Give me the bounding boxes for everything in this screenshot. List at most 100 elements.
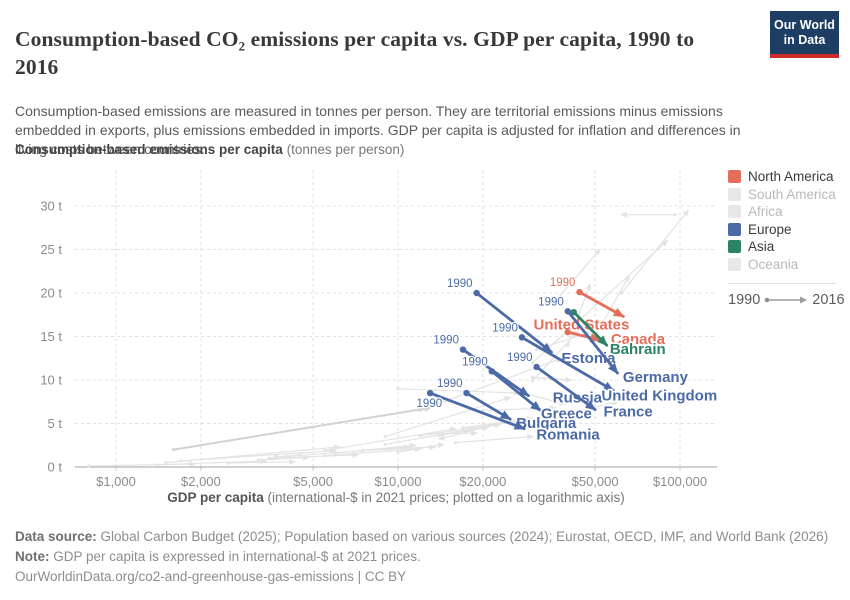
background-country-arrow[interactable] — [173, 405, 432, 451]
country-start-dot-bahrain[interactable] — [570, 308, 577, 316]
background-arrow-start-dot — [383, 434, 387, 439]
country-start-dot-estonia[interactable] — [473, 289, 480, 297]
tail-year-label-romania: 1990 — [417, 398, 443, 410]
country-arrow-russia[interactable] — [461, 348, 530, 398]
background-country-arrow[interactable] — [165, 444, 341, 464]
country-arrow-germany[interactable] — [566, 309, 619, 375]
country-arrow-france[interactable] — [535, 365, 597, 411]
country-arrow-canada[interactable] — [566, 330, 602, 343]
legend-item-oceania[interactable]: Oceania — [728, 256, 846, 274]
data-source-line: Data source: Global Carbon Budget (2025)… — [15, 527, 828, 547]
legend-item-europe[interactable]: Europe — [728, 221, 846, 239]
country-label-bahrain[interactable]: Bahrain — [608, 339, 667, 360]
y-axis-title-unit: (tonnes per person) — [286, 142, 405, 157]
country-label-canada[interactable]: Canada — [609, 329, 667, 350]
country-arrow-bahrain[interactable] — [572, 310, 609, 347]
country-start-dot-united-states[interactable] — [576, 288, 583, 296]
note-text: GDP per capita is expressed in internati… — [53, 549, 421, 564]
background-country-arrow[interactable] — [523, 392, 567, 406]
background-country-arrow[interactable] — [532, 239, 669, 364]
owid-logo-line2: in Data — [783, 33, 826, 47]
legend-item-south-america[interactable]: South America — [728, 186, 846, 204]
country-start-dot-greece[interactable] — [488, 368, 495, 375]
background-country-arrow[interactable] — [420, 418, 522, 437]
legend-item-north-america[interactable]: North America — [728, 168, 846, 186]
year-range-arrow-icon — [764, 296, 808, 304]
y-tick-label: 20 t — [40, 286, 62, 301]
y-tick-label: 10 t — [40, 373, 62, 388]
country-start-dot-russia[interactable] — [459, 346, 467, 353]
background-country-arrow[interactable] — [620, 209, 690, 294]
country-label-romania[interactable]: Romania — [535, 425, 603, 446]
country-start-dot-canada[interactable] — [564, 328, 571, 336]
background-country-arrow[interactable] — [397, 388, 522, 396]
background-arrow-start-dot — [534, 347, 539, 352]
y-tick-label: 15 t — [40, 329, 62, 344]
country-arrow-romania[interactable] — [428, 391, 526, 431]
country-label-germany[interactable]: Germany — [621, 367, 690, 388]
legend-item-africa[interactable]: Africa — [728, 203, 846, 221]
background-country-arrow[interactable] — [384, 396, 512, 438]
background-arrow-start-dot — [530, 375, 535, 379]
background-arrow-start-dot — [530, 361, 535, 365]
x-tick-label: $10,000 — [375, 474, 422, 489]
note-label: Note: — [15, 549, 50, 564]
background-country-arrow[interactable] — [324, 426, 458, 452]
country-label-bulgaria[interactable]: Bulgaria — [514, 413, 578, 434]
background-country-arrow[interactable] — [554, 248, 601, 303]
legend-rows: North America South America Africa Europe As… — [728, 168, 846, 273]
x-tick-label: $5,000 — [293, 474, 333, 489]
tail-year-label-germany: 1990 — [538, 296, 564, 308]
data-source-label: Data source: — [15, 529, 97, 544]
tail-year-label-france: 1990 — [507, 352, 533, 364]
year-range-end: 2016 — [812, 292, 845, 308]
country-arrow-estonia[interactable] — [475, 291, 553, 354]
background-country-arrow[interactable] — [335, 442, 417, 454]
background-country-arrow[interactable] — [228, 458, 297, 465]
country-arrow-united-states[interactable] — [578, 290, 625, 318]
country-arrow-greece[interactable] — [490, 369, 542, 412]
tail-year-label-estonia: 1990 — [447, 278, 473, 290]
x-tick-label: $2,000 — [181, 474, 221, 489]
country-start-dot-united-kingdom[interactable] — [518, 334, 526, 341]
x-tick-label: $1,000 — [96, 474, 136, 489]
background-country-arrow[interactable] — [88, 461, 197, 468]
chart-subtitle: Consumption-based emissions are measured… — [15, 103, 741, 158]
citation-link[interactable]: OurWorldinData.org/co2-and-greenhouse-ga… — [15, 569, 407, 584]
background-country-arrow[interactable] — [271, 453, 301, 460]
legend-item-label: South America — [748, 186, 836, 202]
legend-swatch-icon — [728, 222, 741, 236]
legend-swatch-icon — [728, 257, 741, 271]
background-country-arrow[interactable] — [362, 444, 437, 452]
country-label-united-states[interactable]: United States — [532, 315, 631, 336]
legend-item-label: Asia — [748, 239, 775, 255]
background-country-arrow[interactable] — [594, 274, 630, 337]
background-country-arrow[interactable] — [437, 427, 484, 441]
tail-year-label-greece: 1990 — [462, 356, 488, 368]
chart-footer: Data source: Global Carbon Budget (2025)… — [15, 527, 828, 587]
country-start-dot-bulgaria[interactable] — [463, 389, 470, 397]
country-label-france[interactable]: France — [602, 402, 655, 423]
country-start-dot-romania[interactable] — [426, 389, 434, 397]
country-label-united-kingdom[interactable]: United Kingdom — [600, 386, 719, 407]
background-arrow-start-dot — [619, 291, 624, 295]
background-country-arrow[interactable] — [532, 328, 581, 382]
country-label-greece[interactable]: Greece — [539, 404, 593, 425]
background-country-arrow[interactable] — [324, 446, 422, 457]
owid-logo[interactable]: Our World in Data — [770, 11, 839, 58]
legend-item-asia[interactable]: Asia — [728, 238, 846, 256]
country-arrow-united-kingdom[interactable] — [520, 335, 615, 392]
background-country-arrow[interactable] — [384, 422, 502, 445]
country-arrow-bulgaria[interactable] — [465, 391, 512, 421]
legend-item-label: North America — [748, 169, 834, 185]
background-arrow-start-dot — [396, 450, 400, 454]
x-axis-title: GDP per capita (international-$ in 2021 … — [75, 490, 717, 505]
country-start-dot-germany[interactable] — [564, 308, 571, 315]
country-start-dot-france[interactable] — [533, 363, 540, 371]
background-country-arrow[interactable] — [269, 452, 360, 459]
background-arrow-start-dot — [481, 426, 485, 430]
background-country-arrow[interactable] — [455, 433, 535, 444]
legend-item-label: Oceania — [748, 256, 799, 272]
